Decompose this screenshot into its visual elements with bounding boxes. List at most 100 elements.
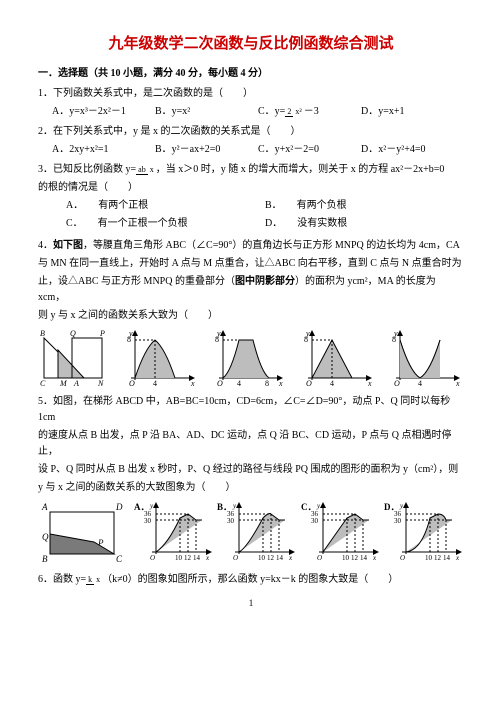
q5-opt-c: C． 36 30 y O 10 12 14 x: [301, 500, 381, 566]
q4-graphs: B Q P C M A N 8 y O 4 x: [38, 328, 464, 388]
svg-text:y: y: [128, 329, 133, 338]
q1-opt-d: D．y=x+1: [361, 104, 464, 120]
svg-text:30: 30: [144, 517, 152, 525]
q1-opt-b: B．y=x²: [155, 104, 258, 120]
q4-line1: 4．如下图，等腰直角三角形 ABC（∠C=90°）的直角边长与正方形 MNPQ …: [38, 238, 464, 254]
svg-text:A: A: [41, 502, 48, 512]
svg-text:D: D: [115, 502, 123, 512]
svg-text:x: x: [372, 554, 377, 562]
svg-text:4: 4: [153, 379, 157, 388]
q3-opt-d: D． 没有实数根: [265, 216, 464, 232]
q5-figure: A D Q P B C: [38, 500, 130, 566]
svg-text:O: O: [400, 554, 405, 562]
q4-opt-d-graph: 8 y O 4 x: [388, 328, 464, 388]
svg-text:10: 10: [342, 554, 350, 562]
svg-text:C: C: [40, 379, 46, 388]
svg-text:x: x: [278, 379, 283, 388]
section-heading: 一．选择题（共 10 小题，满分 40 分，每小题 4 分）: [38, 66, 464, 82]
svg-text:B: B: [40, 329, 45, 338]
q3-options: A． 有两个正根 B． 有两个负根 C． 有一个正根一个负根 D． 没有实数根: [66, 198, 464, 234]
svg-text:30: 30: [227, 517, 235, 525]
svg-text:30: 30: [394, 517, 402, 525]
svg-text:12: 12: [267, 554, 275, 562]
q4-line4: 则 y 与 x 之间的函数关系大致为（ ）: [38, 308, 464, 324]
q5-line1: 5．如图，在梯形 ABCD 中，AB=BC=10cm，CD=6cm，∠C=∠D=…: [38, 394, 464, 426]
q2-opt-b: B．y²－ax+2=0: [155, 142, 258, 158]
svg-text:10: 10: [175, 554, 183, 562]
svg-text:30: 30: [311, 517, 319, 525]
q1-opt-a: A．y=x³－2x²－1: [52, 104, 155, 120]
svg-text:8: 8: [265, 379, 269, 388]
q5-opt-a: A． 36 30 y O 10 12 14 x: [134, 500, 214, 566]
svg-text:4: 4: [237, 379, 241, 388]
q2-stem: 2．在下列关系式中，y 是 x 的二次函数的关系式是（ ）: [38, 124, 464, 140]
q1-stem: 1．下列函数关系式中，是二次函数的是（ ）: [38, 86, 464, 102]
q4-opt-b-graph: 8 y O 4 8 x: [211, 328, 287, 388]
svg-text:4: 4: [330, 379, 334, 388]
svg-text:4: 4: [418, 379, 422, 388]
svg-text:12: 12: [184, 554, 192, 562]
svg-text:y: y: [149, 502, 154, 510]
q5-line3: 设 P、Q 同时从点 B 出发 x 秒时，P、Q 经过的路径与线段 PQ 围成的…: [38, 462, 464, 478]
svg-text:y: y: [316, 502, 321, 510]
svg-text:y: y: [216, 329, 221, 338]
q3-stem-line2: 的根的情况是（ ）: [38, 180, 464, 196]
q2-opt-c: C．y+x²－2=0: [258, 142, 361, 158]
svg-text:x: x: [288, 554, 293, 562]
svg-text:x: x: [455, 379, 460, 388]
svg-text:O: O: [394, 379, 400, 388]
svg-text:x: x: [455, 554, 460, 562]
q1-opt-c: C．y=2x²－3: [258, 104, 361, 120]
svg-text:x: x: [190, 379, 195, 388]
q3-stem-line1: 3．已知反比例函数 y=abx，当 x＞0 时，y 随 x 的增大而增大，则关于…: [38, 162, 464, 178]
svg-text:B: B: [42, 554, 48, 564]
svg-text:x: x: [205, 554, 210, 562]
svg-text:12: 12: [434, 554, 442, 562]
q2-opt-d: D．x²－y²+4=0: [361, 142, 464, 158]
svg-text:O: O: [306, 379, 312, 388]
svg-text:O: O: [233, 554, 238, 562]
svg-text:14: 14: [360, 554, 368, 562]
svg-text:M: M: [59, 379, 68, 388]
q5-graphs: A D Q P B C A． 36 30 y: [38, 500, 464, 566]
q5-line2: 的速度从点 B 出发，点 P 沿 BA、AD、DC 运动，点 Q 沿 BC、CD…: [38, 428, 464, 460]
svg-text:12: 12: [351, 554, 359, 562]
svg-text:14: 14: [443, 554, 451, 562]
q4-line3: 止，设△ABC 与正方形 MNPQ 的重叠部分（图中阴影部分）的面积为 ycm²…: [38, 274, 464, 306]
svg-text:10: 10: [425, 554, 433, 562]
svg-text:N: N: [97, 379, 104, 388]
q5-opt-b: B． 36 30 y O 10 12 14 x: [217, 500, 297, 566]
svg-text:y: y: [232, 502, 237, 510]
svg-text:14: 14: [276, 554, 284, 562]
svg-text:10: 10: [258, 554, 266, 562]
q1-options: A．y=x³－2x²－1 B．y=x² C．y=2x²－3 D．y=x+1: [52, 104, 464, 120]
q3-opt-b: B． 有两个负根: [265, 198, 464, 214]
svg-text:Q: Q: [42, 532, 49, 542]
q3-opt-a: A． 有两个正根: [66, 198, 265, 214]
q2-options: A．2xy+x²=1 B．y²－ax+2=0 C．y+x²－2=0 D．x²－y…: [52, 142, 464, 158]
page-number: 1: [38, 596, 464, 610]
q4-opt-c-graph: 8 y O 4 x: [300, 328, 376, 388]
svg-text:y: y: [399, 502, 404, 510]
svg-text:14: 14: [193, 554, 201, 562]
q6-stem: 6．函数 y=kx（k≠0）的图象如图所示，那么函数 y=kx－k 的图象大致是…: [38, 572, 464, 588]
q2-opt-a: A．2xy+x²=1: [52, 142, 155, 158]
svg-text:y: y: [393, 329, 398, 338]
q5-line4: y 与 x 之间的函数关系的大致图象为（ ）: [38, 480, 464, 496]
svg-text:A: A: [73, 379, 79, 388]
q3-opt-c: C． 有一个正根一个负根: [66, 216, 265, 232]
q5-opt-d: D． 36 30 y O 10 12 14 x: [384, 500, 464, 566]
svg-text:P: P: [99, 329, 105, 338]
svg-text:x: x: [367, 379, 372, 388]
q4-opt-a-graph: 8 y O 4 x: [123, 328, 199, 388]
svg-text:O: O: [217, 379, 223, 388]
svg-text:O: O: [129, 379, 135, 388]
svg-text:O: O: [317, 554, 322, 562]
q4-figure: B Q P C M A N: [38, 328, 110, 388]
svg-text:Q: Q: [70, 329, 76, 338]
q4-line2: 与 MN 在同一直线上，开始时 A 点与 M 点重合，让△ABC 向右平移，直到…: [38, 256, 464, 272]
svg-text:y: y: [305, 329, 310, 338]
page-title: 九年级数学二次函数与反比例函数综合测试: [38, 32, 464, 56]
svg-text:C: C: [116, 554, 123, 564]
svg-text:O: O: [150, 554, 155, 562]
